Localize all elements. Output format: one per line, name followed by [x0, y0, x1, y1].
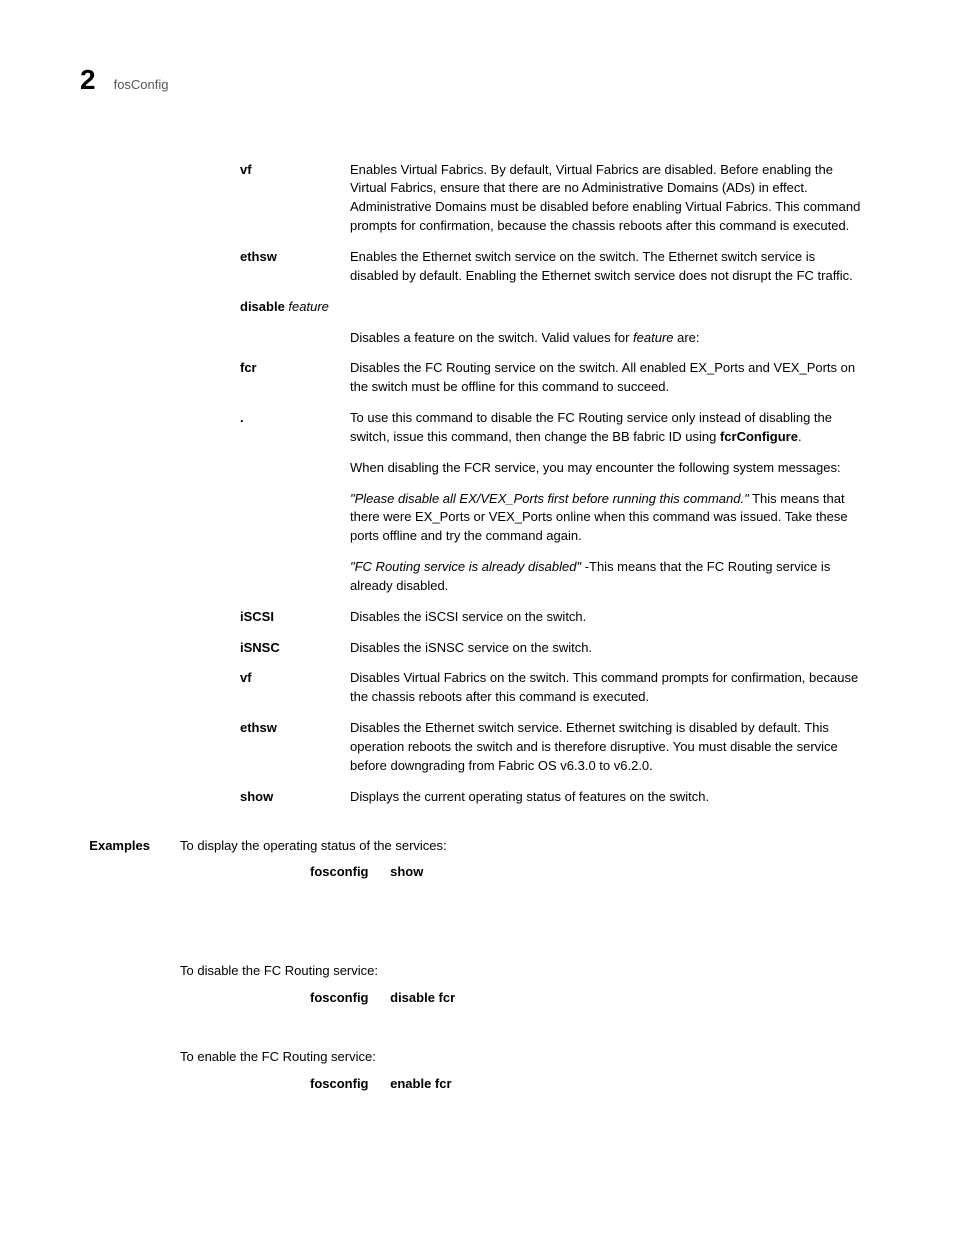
chapter-number: 2: [80, 60, 96, 101]
after: .: [798, 429, 802, 444]
param-term: fcr: [240, 359, 350, 397]
param-row: iSNSC Disables the iSNSC service on the …: [240, 639, 864, 658]
intro-pre: Disables a feature on the switch. Valid …: [350, 330, 633, 345]
examples-section: Examples To display the operating status…: [80, 837, 864, 1134]
code-arg: enable fcr: [390, 1076, 451, 1091]
param-desc: Disables the Ethernet switch service. Et…: [350, 719, 864, 776]
param-row: "FC Routing service is already disabled"…: [240, 558, 864, 596]
param-row: show Displays the current operating stat…: [220, 788, 864, 807]
param-desc: Enables Virtual Fabrics. By default, Vir…: [350, 161, 864, 236]
param-desc: "Please disable all EX/VEX_Ports first b…: [350, 490, 864, 547]
disable-label: disable feature: [220, 298, 350, 317]
command-name: fosConfig: [114, 76, 169, 95]
msg-ital: "FC Routing service is already disabled": [350, 559, 581, 574]
example-code: fosconfig enable fcr: [310, 1075, 864, 1094]
param-desc: Disables the FC Routing service on the s…: [350, 359, 864, 397]
bold-cmd: fcrConfigure: [720, 429, 798, 444]
param-row: When disabling the FCR service, you may …: [240, 459, 864, 478]
param-term: vf: [240, 161, 350, 236]
param-term: ethsw: [240, 719, 350, 776]
example-intro: To disable the FC Routing service:: [180, 962, 864, 981]
disable-intro-text: Disables a feature on the switch. Valid …: [350, 329, 864, 348]
code-arg: disable fcr: [390, 990, 455, 1005]
param-term: .: [240, 409, 350, 447]
intro-ital: feature: [633, 330, 673, 345]
param-desc: Disables the iSNSC service on the switch…: [350, 639, 864, 658]
param-row: iSCSI Disables the iSCSI service on the …: [240, 608, 864, 627]
example-code: fosconfig disable fcr: [310, 989, 864, 1008]
code-cmd: fosconfig: [310, 1076, 369, 1091]
example-code: fosconfig show: [310, 863, 864, 882]
param-row: vf Disables Virtual Fabrics on the switc…: [240, 669, 864, 707]
param-desc: To use this command to disable the FC Ro…: [350, 409, 864, 447]
param-desc: Enables the Ethernet switch service on t…: [350, 248, 864, 286]
param-row: . To use this command to disable the FC …: [240, 409, 864, 447]
intro-post: are:: [674, 330, 700, 345]
disable-heading: disable feature: [220, 298, 864, 317]
param-term: show: [220, 788, 350, 807]
msg-ital: "Please disable all EX/VEX_Ports first b…: [350, 491, 749, 506]
disable-intro: Disables a feature on the switch. Valid …: [240, 329, 864, 348]
example-intro: To display the operating status of the s…: [180, 837, 864, 856]
param-row: fcr Disables the FC Routing service on t…: [240, 359, 864, 397]
param-row: "Please disable all EX/VEX_Ports first b…: [240, 490, 864, 547]
disable-ital: feature: [288, 299, 328, 314]
param-desc: Disables Virtual Fabrics on the switch. …: [350, 669, 864, 707]
param-term: vf: [240, 669, 350, 707]
examples-label: Examples: [80, 837, 180, 1134]
param-term: ethsw: [240, 248, 350, 286]
page-header: 2 fosConfig: [80, 60, 864, 101]
param-row: ethsw Disables the Ethernet switch servi…: [240, 719, 864, 776]
param-desc: Disables the iSCSI service on the switch…: [350, 608, 864, 627]
code-cmd: fosconfig: [310, 990, 369, 1005]
disable-bold: disable: [240, 299, 285, 314]
param-term: iSNSC: [240, 639, 350, 658]
code-arg: show: [390, 864, 423, 879]
param-row: vf Enables Virtual Fabrics. By default, …: [240, 161, 864, 236]
param-term: iSCSI: [240, 608, 350, 627]
param-desc: When disabling the FCR service, you may …: [350, 459, 864, 478]
code-cmd: fosconfig: [310, 864, 369, 879]
param-desc: Displays the current operating status of…: [350, 788, 864, 807]
param-desc: "FC Routing service is already disabled"…: [350, 558, 864, 596]
example-intro: To enable the FC Routing service:: [180, 1048, 864, 1067]
param-row: ethsw Enables the Ethernet switch servic…: [240, 248, 864, 286]
